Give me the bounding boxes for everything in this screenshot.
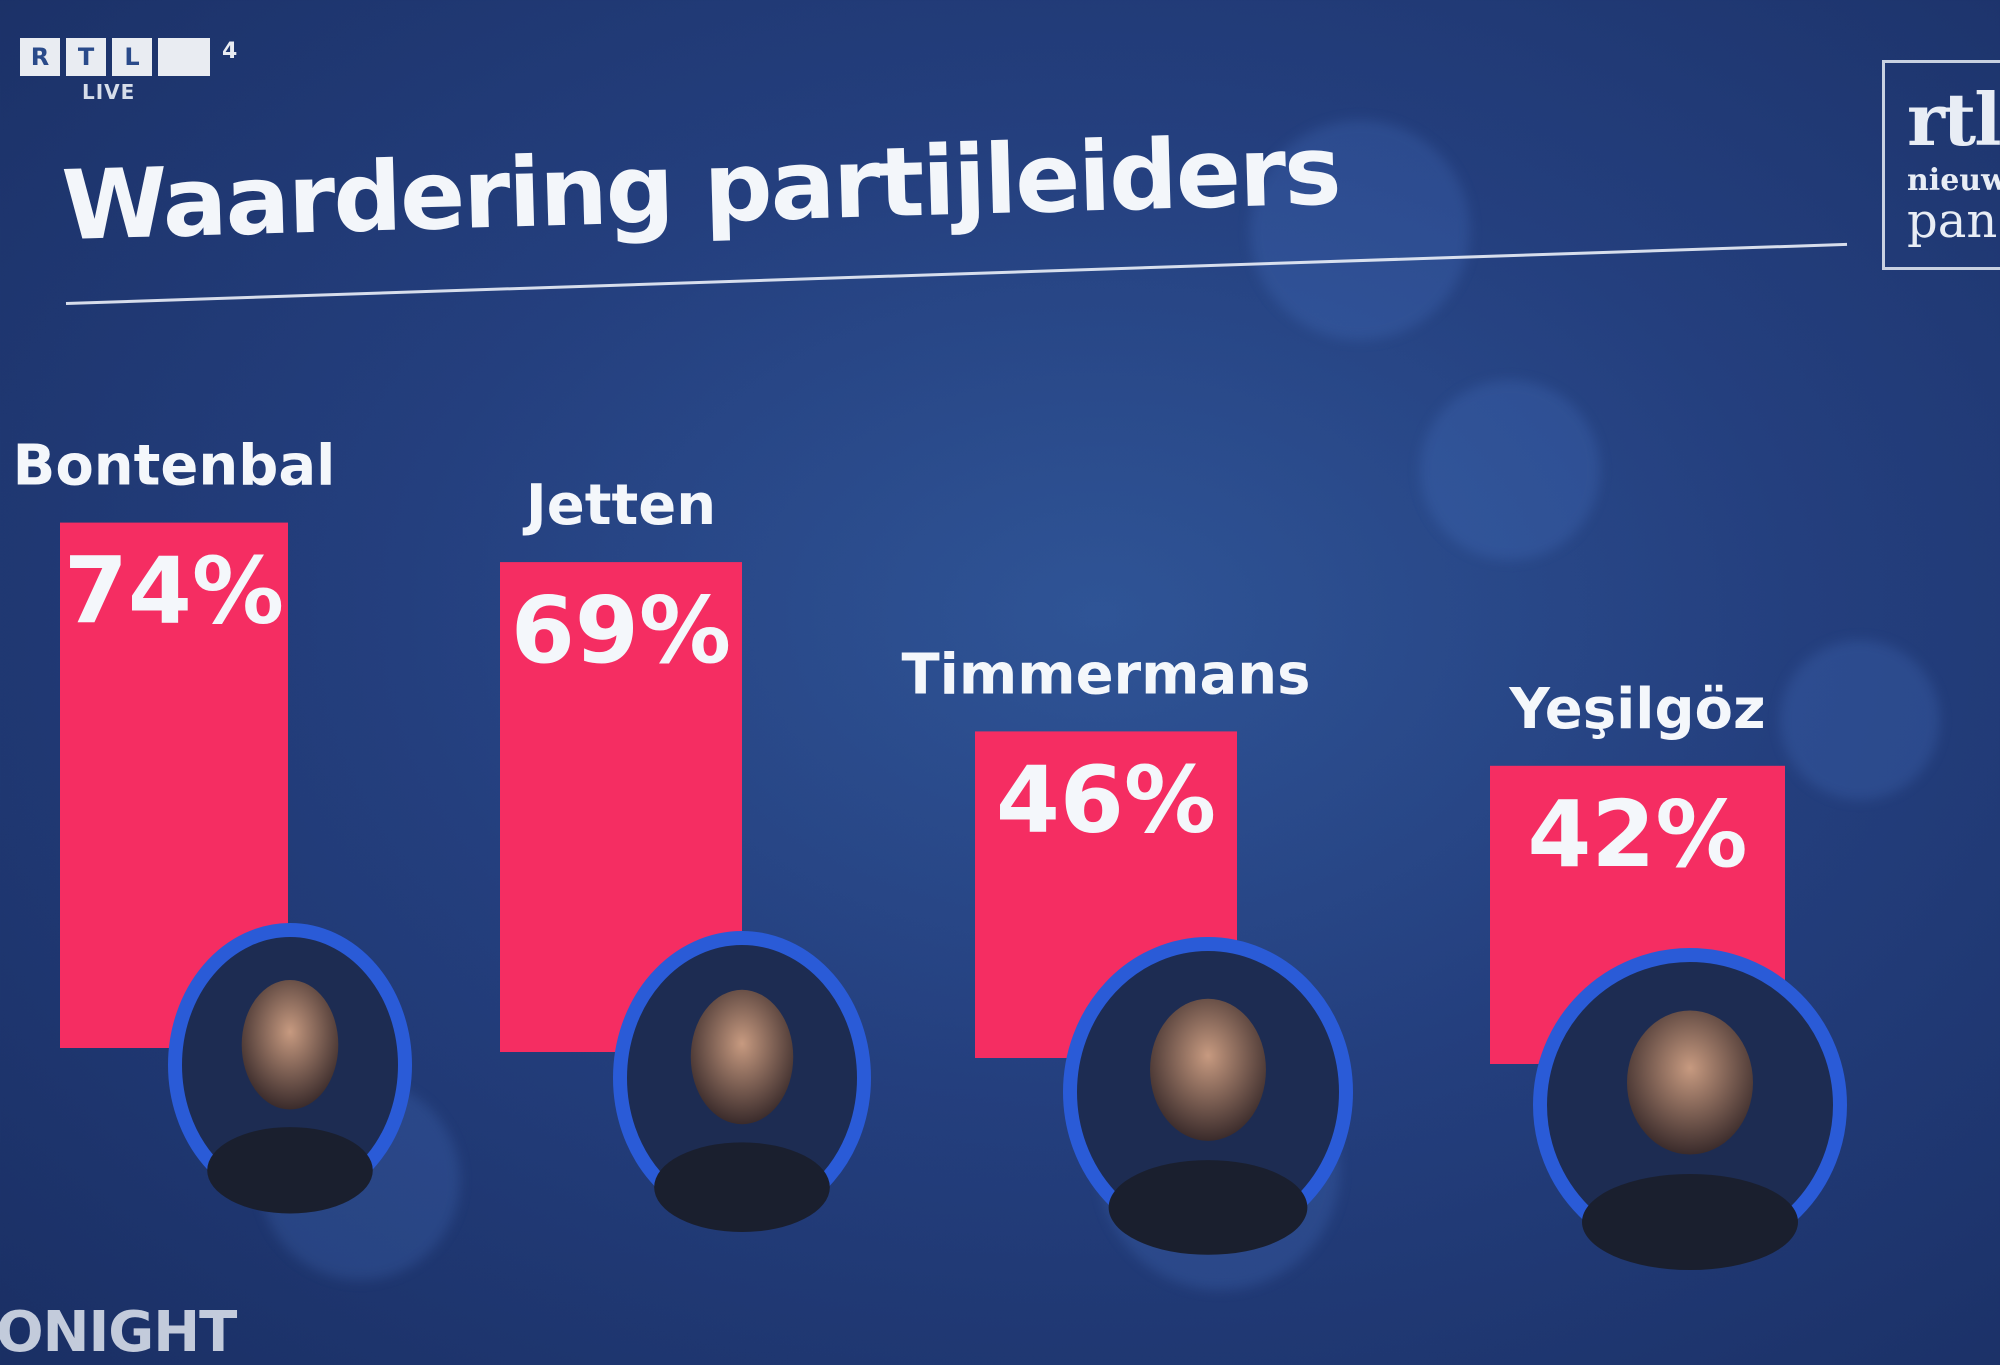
background-bokeh [1250,120,1470,340]
logo-letter: T [66,38,106,76]
category-label: Jetten [522,473,716,538]
bar-group: Timmermans 46% [901,642,1353,1255]
leader-photo [1533,948,1847,1270]
leader-photo [613,931,871,1232]
value-label: 69% [511,577,731,684]
value-label: 46% [996,746,1216,853]
channel-number: 4 [222,39,238,64]
background-bokeh [1780,640,1940,800]
category-label: Bontenbal [13,434,336,499]
rtl4-logo: R T L 4 LIVE [20,38,237,104]
leader-photo [1063,937,1353,1255]
background-bokeh [1420,380,1600,560]
bar-group: Jetten 69% [500,473,871,1232]
panel-logo-line3: pan [1907,193,1998,249]
panel-logo-line2: nieuw [1907,163,2000,198]
logo-letter: L [112,38,152,76]
leader-photo [168,923,412,1214]
category-label: Timmermans [901,642,1310,707]
logo-letter: R [20,38,60,76]
category-label: Yeşilgöz [1508,677,1765,742]
bar-group: Bontenbal 74% [13,434,412,1214]
rtl-nieuws-panel-logo: rtl nieuw pan [1882,60,2000,270]
show-name-fragment: ONIGHT [0,1300,237,1365]
live-indicator: LIVE [82,80,136,104]
logo-letter [158,38,210,76]
bar-group: Yeşilgöz 42% [1490,677,1847,1270]
value-label: 42% [1527,781,1747,888]
value-label: 74% [64,538,284,645]
panel-logo-line1: rtl [1907,77,2000,162]
